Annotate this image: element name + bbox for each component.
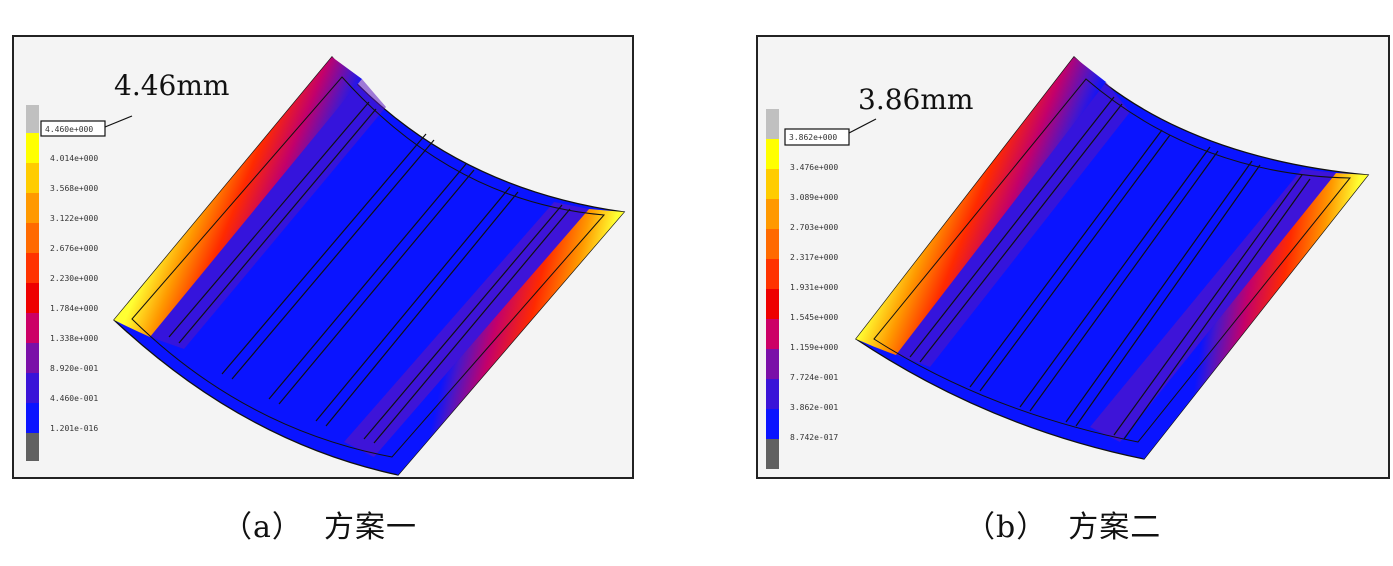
colorbar-swatch: [766, 169, 779, 199]
colorbar-label: 8.742e-017: [790, 433, 838, 442]
colorbar-swatch: [26, 403, 39, 433]
colorbar-label: 3.862e-001: [790, 403, 838, 412]
colorbar-swatch: [26, 373, 39, 403]
plate-inner-edge: [873, 78, 1352, 443]
caption-a: （a） 方案一: [222, 510, 417, 545]
stiffener-rib: [1019, 146, 1211, 408]
colorbar-swatch: [766, 139, 779, 169]
deformation-band-right: [374, 209, 624, 475]
colorbar-swatch: [26, 133, 39, 163]
caption-b: （b） 方案二: [965, 510, 1162, 545]
max-value-box: [784, 128, 850, 146]
stiffener-rib: [909, 96, 1115, 358]
colorbar-label: 2.676e+000: [50, 244, 98, 253]
stiffener-rib: [178, 108, 377, 344]
colorbar-label: 1.338e+000: [50, 334, 98, 343]
stiffener-rib: [315, 186, 511, 422]
colorbar-max-value: 3.862e+000: [789, 133, 837, 142]
colorbar-label: 4.460e-001: [50, 394, 98, 403]
stiffener-rib: [979, 134, 1171, 392]
colorbar-swatch: [766, 439, 779, 469]
colorbar-label: 2.703e+000: [790, 223, 838, 232]
colorbar-swatch: [766, 289, 779, 319]
stiffener-rib: [278, 169, 475, 405]
stiffener-rib: [1113, 174, 1303, 436]
stiffener-rib: [231, 139, 435, 380]
stiffener-rib: [969, 129, 1163, 388]
panel-b: 3.862e+000 3.476e+000 3.089e+000 2.703e+…: [756, 35, 1390, 479]
plate-surface: [855, 56, 1370, 460]
max-displacement-label: 3.86mm: [858, 83, 973, 116]
colorbar-label: 3.122e+000: [50, 214, 98, 223]
deformation-band-left-inner: [896, 82, 1130, 367]
stiffener-rib: [221, 133, 427, 375]
plot-a: 4.460e+000 4.014e+000 3.568e+000 3.122e+…: [26, 55, 626, 476]
stiffener-rib: [1123, 178, 1311, 440]
max-displacement-label: 4.46mm: [114, 69, 229, 102]
colorbar-label: 3.089e+000: [790, 193, 838, 202]
colorbar-label: 1.159e+000: [790, 343, 838, 352]
panel-a: 4.460e+000 4.014e+000 3.568e+000 3.122e+…: [12, 35, 634, 479]
colorbar-swatch: [26, 193, 39, 223]
stiffener-rib: [919, 103, 1123, 363]
stiffener-rib: [325, 191, 519, 427]
colorbar-swatch: [26, 163, 39, 193]
colorbar-label: 8.920e-001: [50, 364, 98, 373]
stiffener-rib: [363, 204, 563, 440]
colorbar-label: 3.476e+000: [790, 163, 838, 172]
plate-inner-edge: [131, 76, 606, 458]
deformation-band-left-inner: [150, 79, 386, 349]
colorbar-label: 1.545e+000: [790, 313, 838, 322]
colorbar-b: 3.862e+000 3.476e+000 3.089e+000 2.703e+…: [766, 109, 877, 469]
max-leader-line: [104, 115, 133, 128]
colorbar-label: 2.317e+000: [790, 253, 838, 262]
colorbar-swatch: [766, 259, 779, 289]
colorbar-swatch: [766, 319, 779, 349]
colorbar-label: 2.230e+000: [50, 274, 98, 283]
colorbar-swatch: [766, 229, 779, 259]
colorbar-a: 4.460e+000 4.014e+000 3.568e+000 3.122e+…: [26, 105, 133, 461]
colorbar-label: 1.931e+000: [790, 283, 838, 292]
deformation-band-right-inner: [344, 202, 589, 457]
colorbar-label: 3.568e+000: [50, 184, 98, 193]
colorbar-label: 7.724e-001: [790, 373, 838, 382]
stiffener-rib: [268, 163, 467, 400]
stiffener-rib: [168, 101, 370, 338]
stiffener-rib: [1065, 160, 1253, 423]
colorbar-label: 1.784e+000: [50, 304, 98, 313]
colorbar-swatch: [26, 283, 39, 313]
colorbar-swatch: [26, 433, 39, 461]
plate-model-b: [855, 56, 1370, 460]
plate-model-a: [113, 55, 626, 476]
colorbar-swatch: [766, 379, 779, 409]
colorbar-swatch: [766, 409, 779, 439]
colorbar-max-value: 4.460e+000: [45, 125, 93, 134]
colorbar-swatch: [26, 253, 39, 283]
colorbar-swatch: [26, 223, 39, 253]
stiffener-rib: [1029, 150, 1219, 412]
colorbar-swatch: [26, 343, 39, 373]
max-value-box: [40, 120, 106, 137]
deformation-band-right-inner: [1090, 169, 1336, 442]
max-leader-line: [848, 118, 877, 134]
stiffener-rib: [1075, 164, 1261, 427]
stiffener-rib: [373, 208, 571, 444]
colorbar-swatch: [26, 313, 39, 343]
colorbar-swatch: [766, 349, 779, 379]
colorbar-swatch: [766, 109, 779, 139]
colorbar-swatch: [766, 199, 779, 229]
colorbar-label: 4.014e+000: [50, 154, 98, 163]
plot-b: 3.862e+000 3.476e+000 3.089e+000 2.703e+…: [766, 56, 1370, 469]
colorbar-swatch: [26, 105, 39, 133]
colorbar-label: 1.201e-016: [50, 424, 98, 433]
